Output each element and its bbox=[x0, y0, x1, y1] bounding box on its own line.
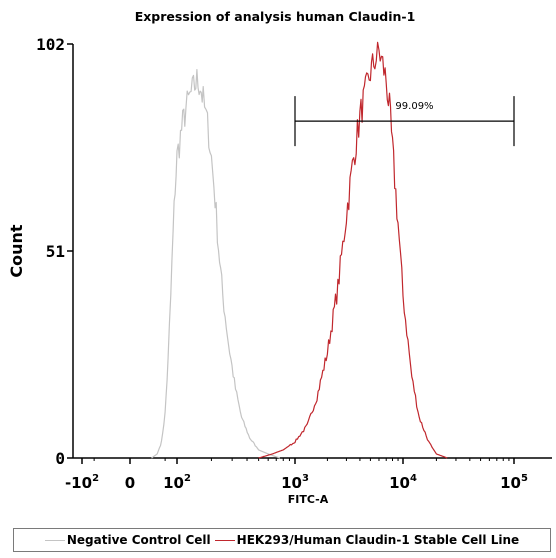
series-layer bbox=[151, 41, 448, 459]
chart-title: Expression of analysis human Claudin-1 bbox=[135, 9, 416, 24]
y-tick-label-2: 102 bbox=[36, 35, 65, 54]
legend-swatch-hek293-claudin-1 bbox=[214, 539, 235, 541]
series-line-1 bbox=[258, 41, 448, 459]
legend-swatch-negative-control bbox=[44, 539, 65, 541]
x-tick-label-0: -102 bbox=[65, 473, 99, 492]
x-ticks: -102 0 102 103 104 105 bbox=[65, 458, 528, 492]
x-tick-label-4: 104 bbox=[389, 473, 417, 492]
y-axis-label: Count bbox=[7, 224, 26, 278]
legend-label-hek293-claudin-1: HEK293/Human Claudin-1 Stable Cell Line bbox=[236, 533, 520, 547]
x-tick-label-3: 103 bbox=[281, 473, 309, 492]
gate-percent-label: 99.09% bbox=[395, 101, 433, 112]
legend: Negative Control Cell HEK293/Human Claud… bbox=[13, 528, 551, 552]
legend-label-negative-control: Negative Control Cell bbox=[66, 533, 211, 547]
gate-layer: 99.09% bbox=[294, 96, 515, 147]
x-tick-label-2: 102 bbox=[163, 473, 191, 492]
y-tick-label-0: 0 bbox=[55, 449, 65, 468]
legend-item-hek293-claudin-1: HEK293/Human Claudin-1 Stable Cell Line bbox=[214, 533, 520, 547]
series-line-0 bbox=[151, 69, 281, 459]
x-tick-label-1: 0 bbox=[125, 474, 135, 492]
x-tick-label-5: 105 bbox=[500, 473, 528, 492]
x-axis-label: FITC-A bbox=[288, 493, 329, 506]
legend-item-negative-control: Negative Control Cell bbox=[44, 533, 211, 547]
y-ticks: 0 51 102 bbox=[36, 35, 73, 468]
y-tick-label-1: 51 bbox=[46, 242, 65, 261]
